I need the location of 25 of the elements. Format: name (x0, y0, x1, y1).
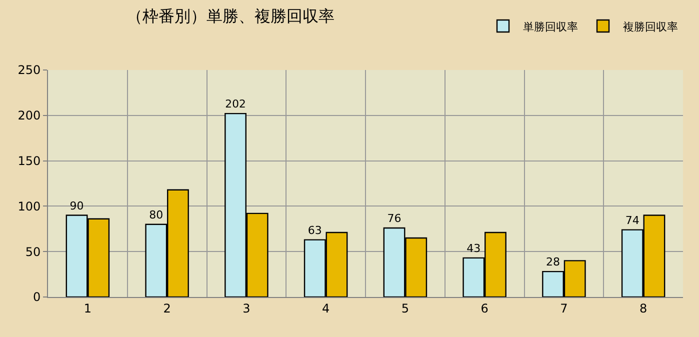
data-label: 202 (225, 98, 246, 111)
x-tick-label: 8 (639, 301, 648, 316)
legend-label: 複勝回収率 (623, 20, 678, 34)
data-label: 28 (546, 256, 560, 269)
data-label: 74 (625, 214, 640, 227)
x-tick-label: 5 (401, 301, 410, 316)
data-label: 76 (387, 212, 402, 225)
y-tick-label: 150 (18, 154, 41, 168)
x-tick-label: 4 (322, 301, 330, 316)
chart-title: （枠番別）単勝、複勝回収率 (126, 6, 335, 26)
y-tick-label: 0 (32, 290, 41, 304)
data-label: 63 (308, 224, 322, 237)
data-label: 43 (466, 242, 481, 255)
x-tick-label: 6 (480, 301, 488, 316)
x-tick-label: 1 (84, 301, 92, 316)
x-tick-label: 7 (560, 301, 568, 316)
x-tick-label: 2 (163, 301, 171, 316)
legend-label: 単勝回収率 (523, 20, 578, 34)
y-tick-label: 50 (25, 244, 41, 259)
data-label: 90 (70, 199, 84, 212)
data-label: 80 (149, 208, 164, 222)
y-tick-label: 100 (18, 199, 41, 214)
x-tick-label: 3 (242, 301, 250, 316)
y-tick-label: 250 (18, 63, 41, 78)
y-tick-label: 200 (18, 108, 41, 123)
